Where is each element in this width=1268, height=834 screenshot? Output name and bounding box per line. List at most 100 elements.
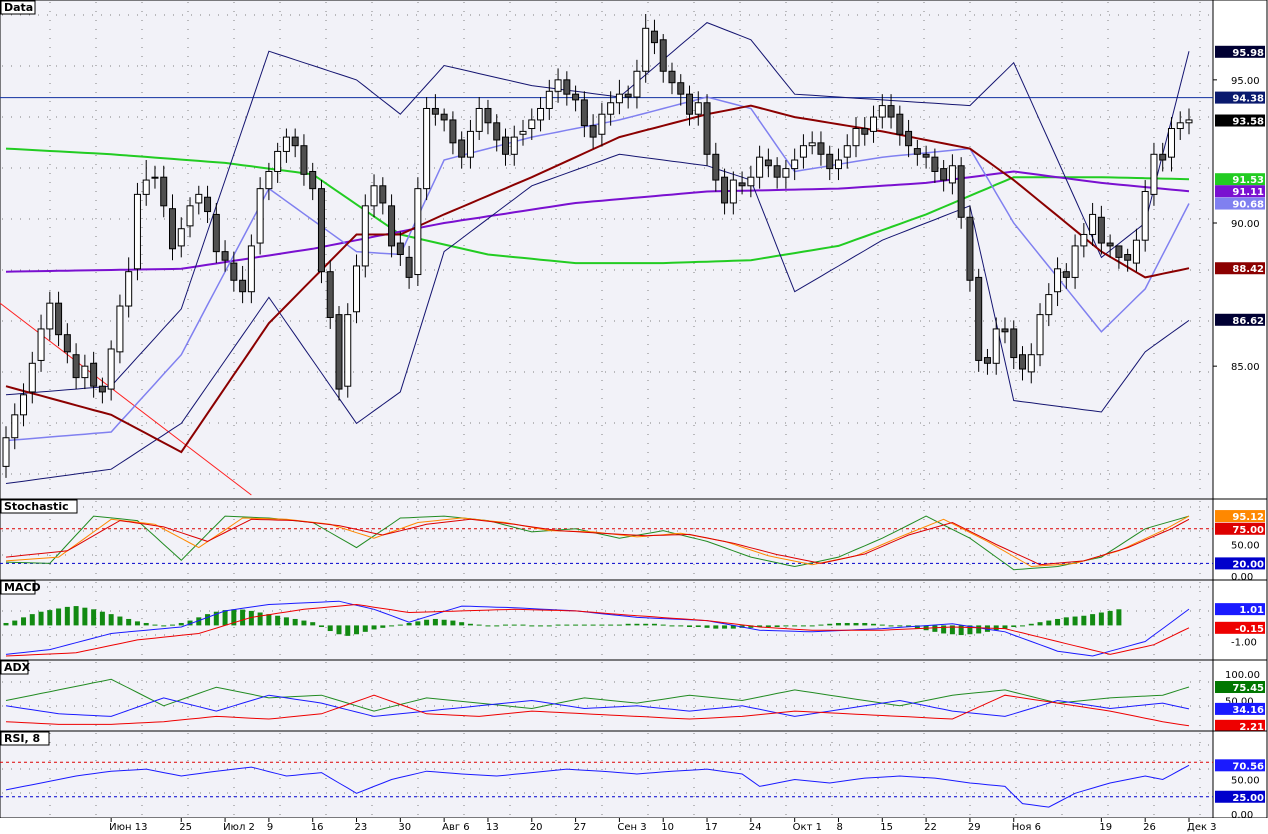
candle [414,188,422,276]
xtick-label: Ноя 6 [1012,822,1041,833]
ytick-label: 0.00 [1231,810,1253,821]
macd-histogram-bar [932,625,938,632]
pane-1-title: Stochastic [4,500,69,513]
candle [247,245,255,293]
stoch-line-2 [5,518,1190,566]
ytick-label: 90.00 [1231,219,1260,230]
macd-histogram-bar [844,622,850,626]
candle [510,136,518,155]
price-badge-91.53-bg [1215,173,1265,186]
macd-histogram-bar [432,618,438,626]
xtick-label: 29 [968,822,981,833]
candle [72,354,80,379]
price-badge-86.62-bg [1215,313,1265,326]
candle [624,93,632,98]
macd-histogram-bar [187,620,193,626]
candle [160,176,168,207]
candle [1054,268,1062,293]
xtick-label: 25 [179,822,192,833]
candle [861,128,869,135]
candle [274,150,282,172]
macd-histogram-bar [354,625,360,635]
candle [948,165,956,184]
candle [81,365,89,379]
xtick-label: 10 [661,822,674,833]
candle [537,107,545,121]
macd-histogram-bar [1020,625,1026,627]
candle [1089,213,1097,235]
candle [773,165,781,178]
stoch-badge-20.00: 20.00 [1232,559,1264,570]
candle [528,119,536,130]
macd-histogram-bar [967,625,973,635]
candle [1132,239,1140,264]
pane-2-title: MACD [4,581,41,594]
pane-0-title: Data [4,1,33,14]
candle [177,228,185,247]
macd-histogram-bar [380,625,386,628]
candle [870,116,878,132]
macd-histogram-bar [108,614,114,626]
price-badge-88.42-bg [1215,262,1265,275]
macd-histogram-bar [3,622,9,626]
candle [186,205,194,227]
macd-histogram-bar [1046,620,1052,626]
candle [405,256,413,278]
price-badge-95.98-bg [1215,45,1265,58]
ytick-label: 95.00 [1231,76,1260,87]
macd-histogram-bar [511,624,517,626]
xtick-label: 13 [486,822,499,833]
macd-histogram-bar [1081,615,1087,626]
candle [896,113,904,135]
xtick-label: 8 [836,822,842,833]
macd-histogram-bar [415,621,421,626]
price-badge-93.58-bg [1215,114,1265,127]
macd-histogram-bar [669,625,675,627]
candle [519,130,527,135]
xtick-label: 27 [574,822,587,833]
macd-histogram-bar [634,623,640,626]
price-badge-88.42: 88.42 [1232,264,1264,275]
macd-histogram-bar [196,617,202,626]
candle [466,130,474,158]
candle [309,170,317,190]
stoch-badge-75.00-bg [1215,522,1265,535]
stoch-line-1 [5,515,1190,568]
candle [20,394,28,416]
candle [650,30,658,44]
candle [361,205,369,267]
price-badge-93.58: 93.58 [1232,117,1264,128]
macd-signal-line [5,603,1190,657]
candle [826,153,834,170]
xtick-label: 30 [398,822,411,833]
macd-histogram-bar [949,625,955,635]
candle [28,362,36,393]
candle [1001,328,1009,333]
x-axis-bg [0,818,1268,834]
candle [125,271,133,307]
candle [1141,191,1149,241]
candle [353,265,361,313]
candle [379,185,387,204]
xtick-label: Июн 13 [109,822,147,833]
candle [204,196,212,213]
candle [423,107,431,190]
macd-histogram-bar [213,611,219,626]
candle [957,165,965,218]
macd-histogram-bar [424,619,430,626]
candle [230,262,238,281]
candle [642,27,650,72]
candle [326,271,334,318]
macd-histogram-bar [695,625,701,628]
macd-histogram-bar [1107,610,1113,626]
candle [107,348,115,390]
candle [335,314,343,390]
macd-histogram-bar [336,625,342,635]
macd-histogram-bar [713,625,719,629]
macd-histogram-bar [958,625,964,636]
macd-histogram-bar [178,622,184,626]
candle [782,168,790,178]
candle [1071,245,1079,278]
rsi-line [5,764,1190,808]
macd-histogram-bar [56,608,62,626]
